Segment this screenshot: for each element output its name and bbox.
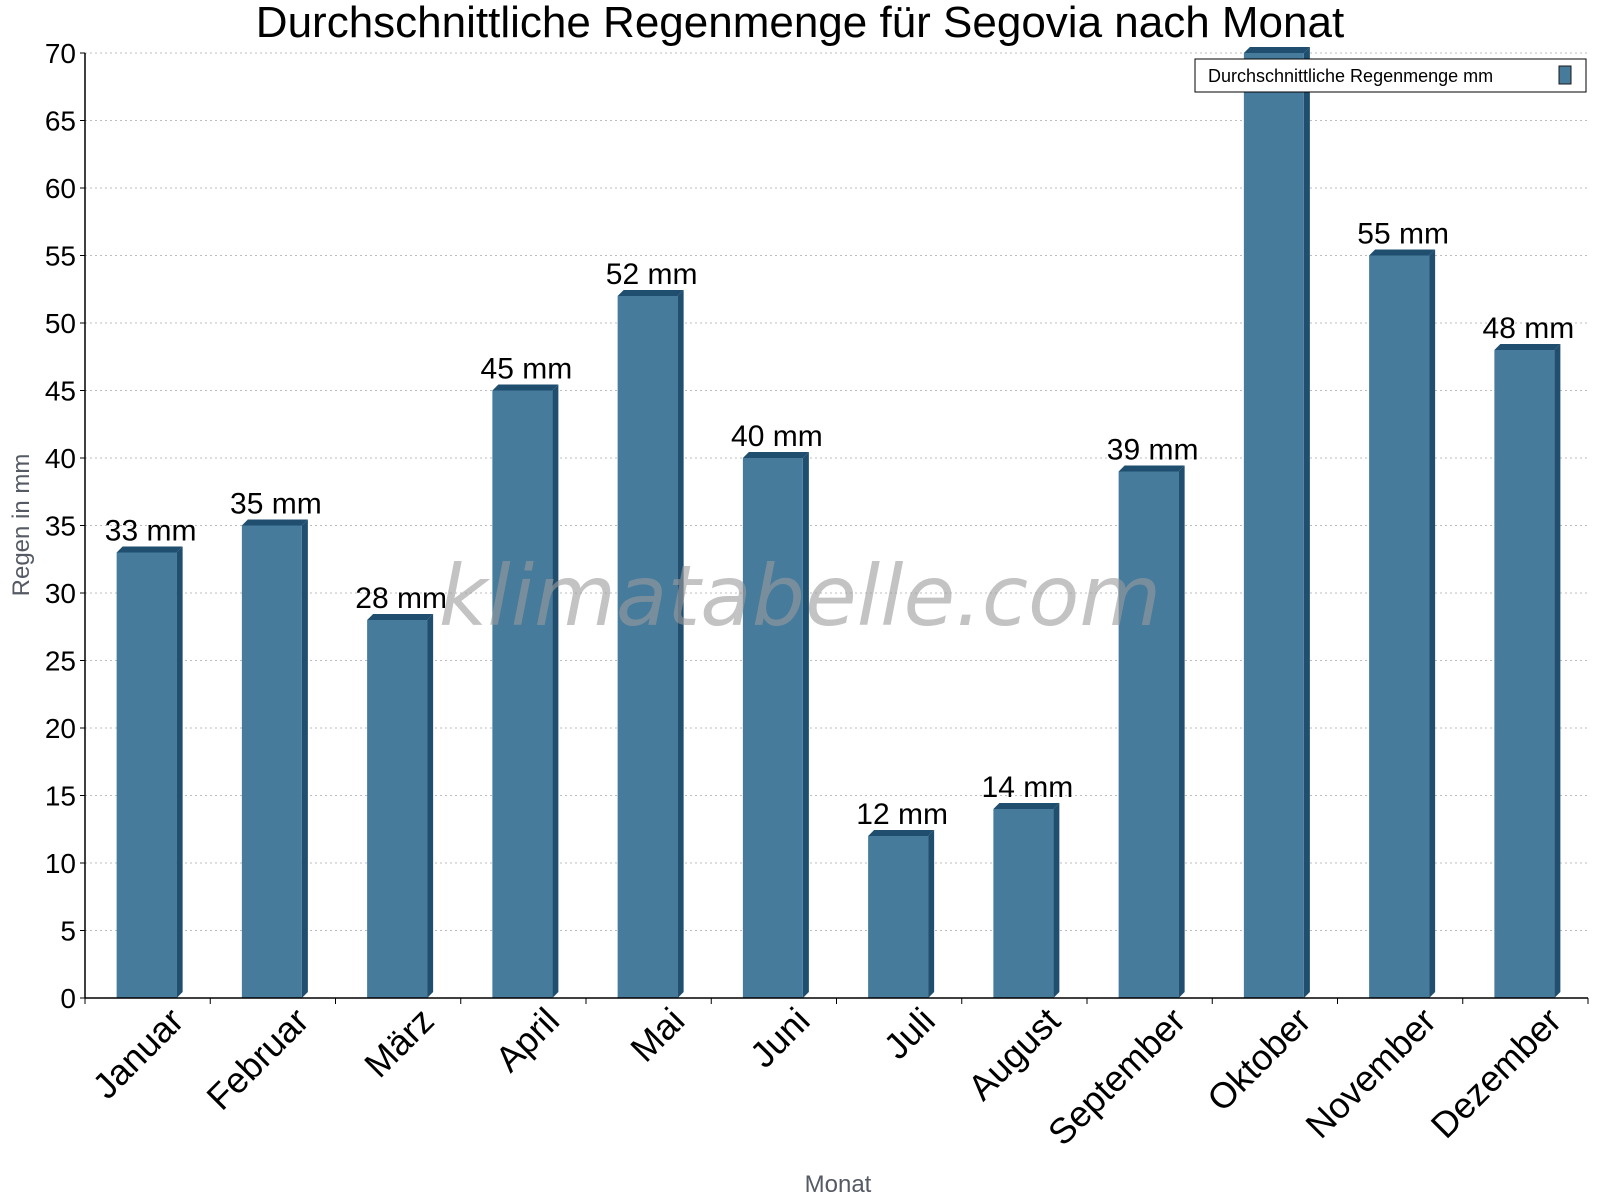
bar-top <box>116 546 183 553</box>
bar-group: 33 mm <box>105 515 197 998</box>
x-tick-label: August <box>960 1000 1068 1108</box>
bar-top <box>492 384 559 391</box>
y-tick-label: 5 <box>60 916 76 947</box>
bar-group <box>1243 47 1310 998</box>
x-tick-label: Mai <box>622 1000 692 1070</box>
y-tick-label: 40 <box>45 443 76 474</box>
x-axis-ticks: Januar Februar März April Mai Juni Juli AugustS… <box>84 998 1589 1154</box>
bar <box>492 390 553 998</box>
x-axis-title: Monat <box>805 1171 872 1198</box>
bar-top <box>1369 249 1436 256</box>
bar-group: 14 mm <box>982 771 1074 998</box>
x-tick-label: Juni <box>742 1000 818 1076</box>
bar <box>1494 350 1555 998</box>
y-tick-label: 45 <box>45 376 76 407</box>
legend: Durchschnittliche Regenmenge mm <box>1194 58 1587 93</box>
bar-value-label: 28 mm <box>355 582 447 615</box>
bar-top <box>742 452 809 458</box>
x-tick-label: Januar <box>84 1000 191 1107</box>
y-tick-label: 20 <box>45 713 76 744</box>
y-tick-label: 30 <box>45 578 76 609</box>
x-tick-label: November <box>1297 1000 1443 1146</box>
y-tick-label: 15 <box>45 781 76 812</box>
bar-group: 39 mm <box>1107 434 1199 998</box>
y-tick-label: 10 <box>45 848 76 879</box>
bar-side <box>1429 249 1436 998</box>
x-tick-label: März <box>356 1000 442 1086</box>
legend-swatch <box>1558 65 1572 85</box>
y-tick-label: 70 <box>45 38 76 69</box>
bar-side <box>301 519 308 998</box>
bar-side <box>1053 803 1060 998</box>
bar-side <box>1178 465 1185 998</box>
x-tick-label: Februar <box>198 1000 316 1118</box>
bar <box>116 552 177 998</box>
y-tick-label: 60 <box>45 173 76 204</box>
bar <box>868 836 929 998</box>
bar-value-label: 14 mm <box>982 771 1074 804</box>
legend-label: Durchschnittliche Regenmenge mm <box>1208 66 1493 86</box>
bar-value-label: 40 mm <box>731 420 823 453</box>
y-axis-ticks: 0 5 10 15 20 25 30 35 40 45 50 55 60 65 70 <box>45 38 85 1014</box>
bar-side <box>928 830 935 998</box>
bar-group: 52 mm <box>606 258 698 998</box>
bar-value-label: 55 mm <box>1357 218 1449 251</box>
bar-group: 40 mm <box>731 420 823 998</box>
bar-value-label: 52 mm <box>606 258 698 291</box>
bar-side <box>802 452 809 998</box>
y-axis-title: Regen in mm <box>8 454 35 597</box>
bar-group: 45 mm <box>481 353 573 998</box>
grid-lines <box>85 52 1588 931</box>
bar-group: 28 mm <box>355 582 447 998</box>
y-tick-label: 50 <box>45 308 76 339</box>
bar-top <box>617 290 684 296</box>
bar-value-label: 12 mm <box>856 798 948 831</box>
watermark: klimatabelle.com <box>439 547 1162 645</box>
bar-group: 48 mm <box>1483 312 1575 998</box>
bar <box>617 296 678 998</box>
bar-side <box>677 290 684 998</box>
chart-title: Durchschnittliche Regenmenge für Segovia… <box>256 0 1344 47</box>
bar-group: 12 mm <box>856 798 948 998</box>
bar-value-label: 48 mm <box>1483 312 1575 345</box>
bar-side <box>427 614 434 998</box>
bar-value-label: 33 mm <box>105 515 197 548</box>
bar <box>1118 471 1179 998</box>
bar-top <box>868 830 935 836</box>
bar-value-label: 39 mm <box>1107 434 1199 467</box>
bar-top <box>367 614 434 620</box>
bar <box>993 809 1054 998</box>
bars: 33 mm 35 mm 28 mm 45 mm 52 mm 40 mm 12 mm 14 mm… <box>105 47 1574 998</box>
bar-group: 55 mm <box>1357 218 1449 998</box>
x-tick-label: April <box>487 1000 567 1080</box>
y-tick-label: 65 <box>45 106 76 137</box>
bar <box>367 620 428 998</box>
bar-value-label: 35 mm <box>230 488 322 521</box>
x-tick-label: Juli <box>876 1000 943 1067</box>
bar-side <box>1303 47 1310 998</box>
x-tick-label: Oktober <box>1199 1000 1319 1120</box>
bar-value-label: 45 mm <box>481 353 573 386</box>
bar <box>241 525 302 998</box>
bar-top <box>1494 344 1561 350</box>
bar-top <box>1243 47 1310 53</box>
bar-side <box>176 546 183 998</box>
bar-group: 35 mm <box>230 488 322 998</box>
y-tick-label: 35 <box>45 511 76 542</box>
legend-box <box>1194 58 1587 93</box>
bar-top <box>241 519 308 526</box>
x-tick-label: Dezember <box>1423 1000 1569 1146</box>
bar-top <box>993 803 1060 809</box>
bar-top <box>1118 465 1185 472</box>
y-tick-label: 25 <box>45 646 76 677</box>
bar <box>1369 255 1430 998</box>
bar-side <box>552 384 559 998</box>
y-tick-label: 0 <box>60 983 76 1014</box>
bar <box>742 458 803 998</box>
bar-side <box>1554 344 1561 998</box>
bar <box>1243 53 1304 998</box>
x-tick-label: September <box>1040 1000 1194 1154</box>
y-tick-label: 55 <box>45 241 76 272</box>
